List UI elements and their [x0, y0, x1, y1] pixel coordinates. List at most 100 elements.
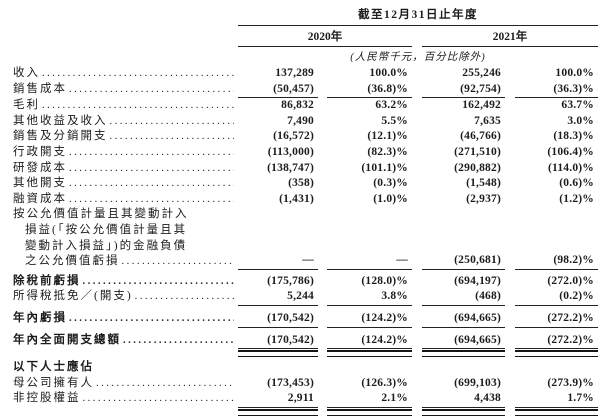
- table-row: 所得稅抵免／(開支)..............................…: [13, 289, 598, 306]
- value-cell: (113,000): [267, 145, 314, 158]
- row-label: 所得稅抵免／(開支)..............................…: [13, 289, 238, 305]
- row-label: 除稅前虧損...................................…: [13, 274, 238, 290]
- dot-leader: ........................................…: [69, 162, 234, 174]
- row-label-text: 以下人士應佔: [13, 361, 94, 374]
- table-row: 毛利......................................…: [13, 98, 598, 114]
- row-label: 銷售及分銷開支.................................…: [13, 129, 238, 145]
- value-cell: (272.2)%: [515, 333, 598, 357]
- row-label: 非控股權益...................................…: [13, 391, 238, 407]
- dot-leader: ........................................…: [69, 312, 234, 324]
- row-label-text: 非控股權益: [13, 392, 81, 405]
- row-label-text: 融資成本: [13, 192, 67, 205]
- row-label-line: 變動計入損益」)的金融負債: [13, 239, 238, 255]
- row-label: 研發成本....................................…: [13, 161, 238, 177]
- table-row: 研發成本....................................…: [13, 161, 598, 177]
- dot-leader: ........................................…: [123, 334, 234, 346]
- row-label-multiline: 按公允價值計量且其變動計入損益(「按公允價值計量且其 變動計入損益」)的金融負債之…: [13, 207, 238, 269]
- value-cell: —: [327, 253, 412, 270]
- value-cell: (272.2)%: [515, 311, 598, 328]
- row-label-text: 年內全面開支總額: [13, 333, 121, 346]
- row-label-text: 年內虧損: [13, 311, 67, 324]
- value-cell: (694,665): [422, 311, 505, 328]
- value-cell: (124.2)%: [327, 333, 412, 357]
- dot-leader: ........................................…: [96, 377, 234, 389]
- table-row: 年內虧損....................................…: [13, 311, 598, 328]
- value-cell: (170,542): [238, 311, 318, 328]
- value-cell: (98.2)%: [515, 253, 598, 270]
- value-cell: 255,246: [462, 67, 501, 79]
- row-label: 融資成本....................................…: [13, 192, 238, 208]
- row-label-text: 按公允價值計量且其變動計入: [13, 208, 189, 221]
- value-cell: (92,754): [422, 82, 505, 99]
- value-cell: (0.3)%: [373, 177, 408, 190]
- row-label-text: 銷售及分銷開支: [13, 130, 108, 143]
- value-cell: (101.1)%: [361, 161, 408, 174]
- table-row: 融資成本....................................…: [13, 192, 598, 208]
- table-row: 銷售成本....................................…: [13, 82, 598, 99]
- dot-leader: ........................................…: [42, 68, 234, 79]
- table-row: 年內全面開支總額................................…: [13, 333, 598, 357]
- row-label-text: 變動計入損益」)的金融負債: [25, 239, 188, 252]
- unit-note: (人民幣千元，百分比除外): [350, 52, 486, 63]
- row-label-text: 之公允價值虧損: [25, 255, 120, 268]
- value-cell: (250,681): [422, 253, 505, 270]
- row-label: 銷售成本....................................…: [13, 82, 238, 98]
- dot-leader: ........................................…: [134, 291, 234, 303]
- value-cell: (126.3)%: [361, 376, 408, 389]
- value-cell: (272.0)%: [547, 274, 594, 287]
- value-cell: (1,431): [279, 192, 314, 205]
- table-header: 截至12月31日止年度 2020年 2021年 (人民幣千元，百分比除外): [238, 6, 598, 66]
- row-label-text: 其他開支: [13, 177, 67, 190]
- table-row: 其他收益及收入.................................…: [13, 114, 598, 130]
- value-cell: (358): [288, 177, 314, 190]
- dot-leader: ........................................…: [82, 393, 235, 405]
- value-cell: 100.0%: [555, 67, 594, 79]
- section-header-row: 以下人士應佔: [13, 360, 598, 376]
- value-cell: (699,103): [454, 376, 501, 389]
- table-row: 按公允價值計量且其變動計入損益(「按公允價值計量且其 變動計入損益」)的金融負債之…: [13, 207, 598, 270]
- row-label-text: 母公司擁有人: [13, 376, 94, 389]
- value-cell: 5,244: [238, 289, 318, 306]
- row-label: 其他開支....................................…: [13, 176, 238, 192]
- year-header-2021: 2021年: [422, 28, 598, 47]
- dot-leader: ........................................…: [109, 115, 235, 127]
- value-cell: (138,747): [267, 161, 314, 174]
- value-cell: (0.6)%: [559, 177, 594, 190]
- value-cell: (82.3)%: [367, 145, 408, 158]
- value-cell: (124.2)%: [327, 311, 412, 328]
- value-cell: 63.2%: [375, 99, 408, 112]
- row-label-text: 收入: [13, 67, 40, 79]
- value-cell: 100.0%: [369, 67, 408, 79]
- row-label-text: 銷售成本: [13, 82, 67, 95]
- value-cell: 86,832: [281, 99, 314, 112]
- row-label-line: 損益(「按公允價值計量且其: [13, 223, 238, 239]
- value-cell: (50,457): [238, 82, 318, 99]
- value-cell: (36.3)%: [515, 82, 598, 99]
- value-cell: (128.0)%: [361, 274, 408, 287]
- row-label: 年內虧損....................................…: [13, 311, 238, 327]
- value-cell: (12.1)%: [367, 130, 408, 143]
- value-cell: 137,289: [275, 67, 314, 79]
- dot-leader: ........................................…: [69, 193, 234, 205]
- row-label: 母公司擁有人..................................…: [13, 376, 238, 392]
- row-label: 收入......................................…: [13, 66, 238, 82]
- dot-leader: ........................................…: [69, 83, 234, 95]
- period-header: 截至12月31日止年度: [238, 6, 598, 26]
- dot-leader: ........................................…: [109, 131, 235, 143]
- value-cell: (273.9)%: [547, 376, 594, 389]
- dot-leader: ........................................…: [69, 146, 234, 158]
- row-label-text: 行政開支: [13, 145, 67, 158]
- value-cell: (173,453): [267, 376, 314, 389]
- dot-leader: ........................................…: [42, 100, 234, 112]
- value-cell: (106.4)%: [547, 145, 594, 158]
- value-cell: (1.2)%: [559, 192, 594, 205]
- value-cell: —: [238, 253, 318, 270]
- value-cell: (2,937): [466, 192, 501, 205]
- row-label: 年內全面開支總額................................…: [13, 333, 238, 349]
- value-cell: (468): [422, 289, 505, 306]
- value-cell: 7,490: [287, 114, 314, 127]
- table-row: 收入......................................…: [13, 66, 598, 82]
- value-cell: (694,665): [422, 333, 505, 357]
- value-cell: (290,882): [454, 161, 501, 174]
